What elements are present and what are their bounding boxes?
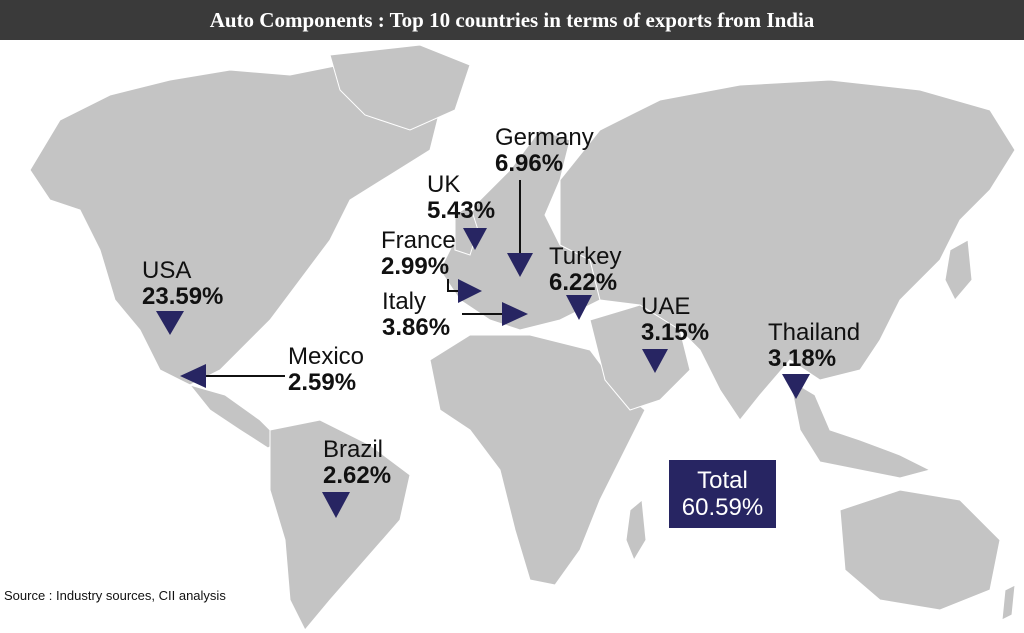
country-name: Italy — [382, 288, 427, 315]
export-share: 2.62% — [323, 462, 392, 489]
usa-marker — [156, 311, 184, 335]
greenland-landmass — [329, 44, 471, 131]
uk-marker — [463, 228, 487, 250]
total-value: 60.59% — [681, 494, 764, 521]
export-share: 5.43% — [427, 197, 496, 224]
country-name: Germany — [495, 124, 594, 151]
africa-landmass — [429, 334, 646, 586]
uae-label: UAE 3.15% — [641, 294, 709, 346]
export-share: 3.86% — [382, 314, 451, 341]
italy-label: Italy 3.86% — [382, 289, 450, 341]
thailand-marker — [782, 374, 810, 399]
map-title: Auto Components : Top 10 countries in te… — [209, 7, 815, 32]
export-share: 3.18% — [768, 345, 837, 372]
france-label: France 2.99% — [381, 228, 456, 280]
france-leader-line — [447, 279, 458, 292]
france-marker — [458, 279, 482, 303]
turkey-marker — [566, 295, 592, 320]
central-america-landmass — [188, 384, 281, 449]
country-name: Turkey — [549, 243, 622, 270]
germany-label: Germany 6.96% — [495, 125, 594, 177]
uae-marker — [642, 349, 668, 373]
turkey-label: Turkey 6.22% — [549, 244, 621, 296]
brazil-label: Brazil 2.62% — [323, 437, 391, 489]
north-america-landmass — [29, 64, 441, 386]
title-bar: Auto Components : Top 10 countries in te… — [0, 0, 1024, 40]
country-name: UAE — [641, 293, 691, 320]
italy-marker — [502, 302, 528, 326]
southeast-asia-landmass — [789, 378, 932, 479]
total-box: Total 60.59% — [669, 460, 776, 528]
export-share: 23.59% — [142, 283, 224, 310]
new-zealand-landmass — [1001, 584, 1016, 621]
mexico-marker — [180, 364, 206, 388]
country-name: France — [381, 227, 456, 254]
uk-label: UK 5.43% — [427, 172, 495, 224]
australia-landmass — [839, 489, 1001, 611]
south-america-landmass — [269, 419, 411, 631]
country-name: Thailand — [768, 319, 861, 346]
export-share: 6.22% — [549, 269, 618, 296]
japan-landmass — [944, 239, 973, 301]
mexico-label: Mexico 2.59% — [288, 344, 364, 396]
source-note: Source : Industry sources, CII analysis — [4, 588, 226, 603]
world-map — [0, 40, 1024, 633]
country-name: Brazil — [323, 436, 384, 463]
brazil-marker — [322, 492, 350, 518]
country-name: Mexico — [288, 343, 365, 370]
country-name: UK — [427, 171, 461, 198]
asia-landmass — [559, 79, 1016, 421]
total-label: Total — [697, 467, 748, 494]
germany-marker — [507, 253, 533, 277]
madagascar-landmass — [625, 499, 647, 562]
export-share: 3.15% — [641, 319, 710, 346]
world-map-svg — [29, 44, 1016, 631]
export-share: 6.96% — [495, 150, 564, 177]
thailand-label: Thailand 3.18% — [768, 320, 860, 372]
export-share: 2.59% — [288, 369, 357, 396]
export-share: 2.99% — [381, 253, 450, 280]
country-name: USA — [142, 257, 192, 284]
usa-label: USA 23.59% — [142, 258, 223, 310]
